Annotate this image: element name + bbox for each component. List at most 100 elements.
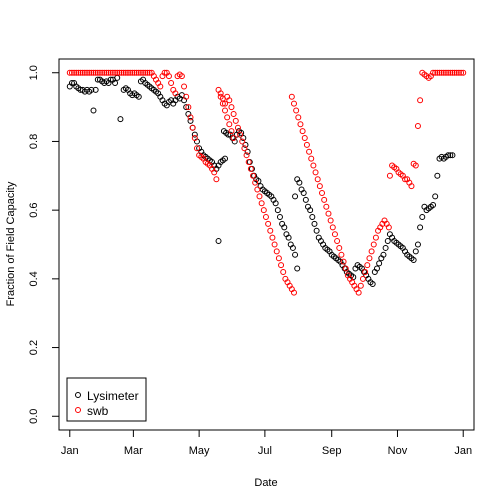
data-point-swb [228,104,235,111]
data-point-lysimeter [117,116,124,123]
data-point-swb [239,138,246,145]
data-point-swb [336,244,343,251]
data-point-swb [323,203,330,210]
data-point-lysimeter [412,248,419,255]
data-point-swb [168,80,175,87]
data-point-lysimeter [107,76,114,83]
data-point-swb [86,69,93,76]
data-point-swb [90,69,97,76]
data-point-swb [455,69,462,76]
data-point-lysimeter [90,107,97,114]
data-point-swb [319,189,326,196]
data-point-lysimeter [112,80,119,87]
data-point-lysimeter [294,265,301,272]
data-point-lysimeter [384,238,391,245]
data-point-swb [118,69,125,76]
data-point-swb [306,148,313,155]
data-point-lysimeter [244,148,251,155]
data-point-swb [275,255,282,262]
data-point-swb [217,90,224,97]
data-point-swb [265,220,272,227]
data-point-lysimeter [274,207,281,214]
data-point-lysimeter [430,202,437,208]
data-point-lysimeter [313,227,320,234]
data-point-swb [438,69,445,76]
x-tick-label: May [189,445,210,457]
data-point-swb [440,69,447,76]
data-point-swb [442,69,449,76]
legend: Lysimeter swb [66,377,147,422]
data-point-swb [75,69,82,76]
x-tick-label: Jan [61,445,79,457]
data-point-lysimeter [187,117,194,124]
data-point-swb [129,69,136,76]
legend-marker-swb [75,407,81,413]
data-point-swb [414,122,421,129]
data-point-swb [278,262,285,269]
data-point-swb [256,193,263,200]
data-point-swb [224,114,231,121]
data-point-swb [327,217,334,224]
data-point-lysimeter [272,200,279,207]
legend-label-lysimeter: Lysimeter [87,389,139,403]
data-point-swb [449,69,456,76]
data-point-swb [385,224,392,231]
x-tick-label: Jan [454,445,472,457]
data-point-lysimeter [191,131,198,138]
data-point-lysimeter [432,193,439,200]
data-point-swb [211,169,218,176]
y-tick-label: 0.8 [28,134,40,149]
data-point-swb [109,69,116,76]
data-point-swb [331,231,338,238]
data-point-swb [267,227,274,234]
data-point-swb [355,289,362,296]
data-point-swb [222,107,228,114]
data-point-lysimeter [276,214,283,221]
data-point-swb [299,128,306,135]
data-point-lysimeter [302,196,309,203]
data-point-swb [185,104,192,111]
data-point-lysimeter [255,177,262,184]
data-point-swb [262,214,269,221]
data-point-lysimeter [447,152,454,159]
data-point-swb [260,207,267,214]
data-point-swb [230,110,237,117]
data-point-swb [297,121,304,128]
data-point-swb [271,241,278,248]
data-point-lysimeter [369,281,376,287]
data-point-swb [241,145,248,152]
data-point-swb [114,69,121,76]
data-point-lysimeter [222,155,228,162]
data-point-swb [161,69,168,76]
data-point-lysimeter [135,93,142,100]
data-point-swb [84,69,91,76]
data-point-swb [140,69,147,76]
data-point-swb [325,210,332,217]
data-point-swb [408,183,415,190]
y-tick-label: 0.6 [28,202,40,217]
x-tick-label: Nov [388,445,408,457]
data-point-swb [213,176,220,183]
points-layer [66,69,467,296]
data-point-swb [252,179,259,186]
data-point-swb [66,69,73,76]
y-axis-title: Fraction of Field Capacity [5,181,17,306]
data-point-swb [135,69,142,76]
data-point-swb [310,162,317,169]
data-point-lysimeter [292,251,299,258]
data-point-swb [124,69,131,76]
data-point-swb [329,224,336,231]
data-point-lysimeter [434,172,441,179]
data-point-lysimeter [296,179,303,186]
data-point-swb [112,69,119,76]
data-point-swb [142,69,149,76]
data-point-swb [122,69,129,76]
data-point-swb [366,255,373,262]
data-point-swb [131,69,138,76]
data-point-swb [73,69,80,76]
data-point-lysimeter [215,238,222,245]
data-point-lysimeter [281,224,288,231]
data-point-swb [308,155,315,162]
data-point-swb [68,69,75,76]
